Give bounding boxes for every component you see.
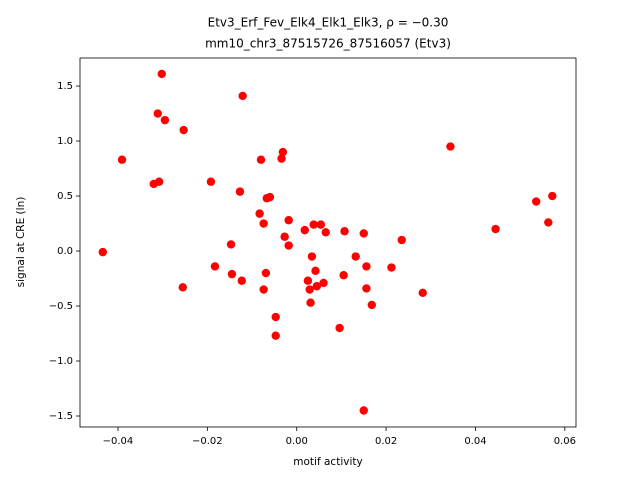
point xyxy=(491,224,500,234)
point xyxy=(278,147,288,157)
point xyxy=(359,229,368,238)
point xyxy=(259,285,268,294)
point xyxy=(306,298,315,307)
x-tick-label: 0.06 xyxy=(554,436,576,447)
point xyxy=(210,262,220,271)
y-tick-label: −1.0 xyxy=(49,356,73,367)
point xyxy=(160,115,170,125)
point xyxy=(117,155,127,164)
point xyxy=(362,262,371,271)
y-tick-label: 1.5 xyxy=(57,81,73,92)
x-axis-label: motif activity xyxy=(293,456,362,468)
y-tick-label: −0.5 xyxy=(49,301,73,312)
point xyxy=(303,276,313,285)
y-tick-label: −1.5 xyxy=(49,411,73,422)
point xyxy=(227,269,237,279)
point xyxy=(446,142,455,151)
point xyxy=(335,323,344,333)
point xyxy=(256,155,266,164)
point xyxy=(259,219,268,228)
point xyxy=(226,240,236,249)
plot-frame xyxy=(79,57,577,428)
y-tick-label: 1.0 xyxy=(57,136,73,147)
point xyxy=(300,225,309,235)
point xyxy=(271,331,280,340)
point xyxy=(255,209,264,218)
x-tick-label: −0.02 xyxy=(192,436,223,447)
point xyxy=(153,109,162,118)
point xyxy=(351,252,360,261)
point xyxy=(305,285,314,294)
point xyxy=(206,177,216,186)
point xyxy=(271,312,280,322)
point xyxy=(532,197,541,206)
point xyxy=(387,263,396,272)
point xyxy=(548,191,557,201)
point xyxy=(340,227,349,236)
chart-subtitle: mm10_chr3_87515726_87516057 (Etv3) xyxy=(205,37,451,51)
point xyxy=(397,235,406,245)
point xyxy=(367,300,376,310)
point xyxy=(154,177,164,186)
point xyxy=(238,91,247,101)
point xyxy=(309,220,318,229)
y-axis-label: signal at CRE (ln) xyxy=(15,197,27,288)
point xyxy=(265,192,275,202)
point xyxy=(284,241,293,250)
point xyxy=(261,268,271,278)
chart-title: Etv3_Erf_Fev_Elk4_Elk1_Elk3, ρ = −0.30 xyxy=(208,16,449,30)
point xyxy=(178,283,187,292)
point xyxy=(319,278,328,288)
point xyxy=(339,271,348,280)
point xyxy=(362,284,371,293)
point xyxy=(312,282,322,291)
x-tick-label: −0.04 xyxy=(103,436,134,447)
x-tick-label: 0.02 xyxy=(375,436,397,447)
point xyxy=(98,247,107,257)
point xyxy=(277,154,286,163)
point xyxy=(316,220,326,229)
point xyxy=(179,125,188,135)
point xyxy=(321,228,330,237)
point xyxy=(359,406,368,415)
x-tick-label: 0.00 xyxy=(286,436,308,447)
x-tick-label: 0.04 xyxy=(464,436,486,447)
point xyxy=(157,69,166,79)
point xyxy=(284,216,293,225)
point xyxy=(237,276,246,285)
y-tick-label: 0.5 xyxy=(57,191,73,202)
point xyxy=(311,266,320,276)
point xyxy=(235,187,245,196)
point xyxy=(418,288,427,298)
point xyxy=(307,252,317,261)
point xyxy=(280,232,289,241)
point xyxy=(544,218,553,227)
y-tick-label: 0.0 xyxy=(57,246,73,257)
